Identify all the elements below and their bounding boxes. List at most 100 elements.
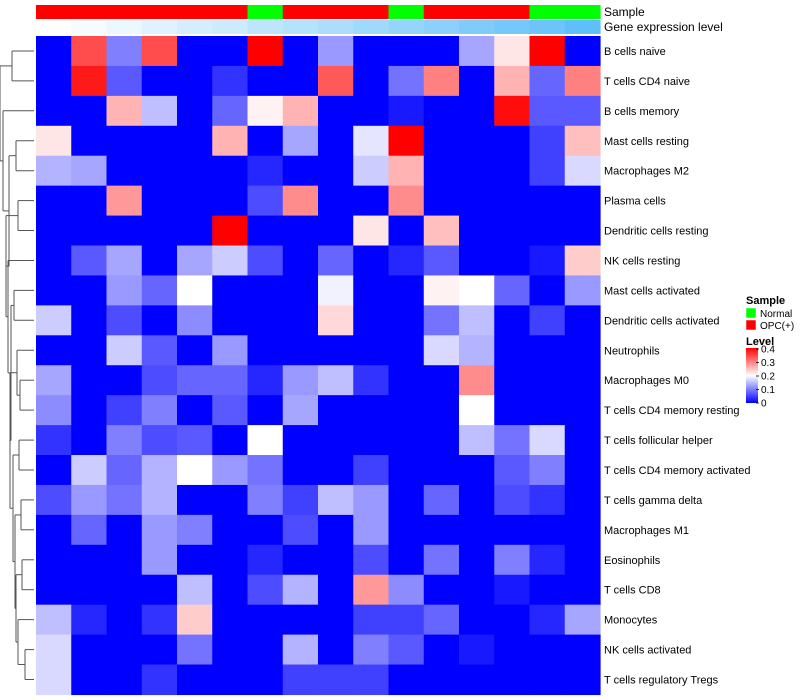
heatmap-cell [212,544,249,576]
heatmap-cell [36,95,72,127]
heatmap-cell [529,484,566,516]
heatmap-cell [177,514,213,546]
legend-swatch [745,307,757,319]
heatmap-cell [141,514,178,546]
legend-tick-label: 0.1 [761,385,775,396]
heatmap-cell [282,544,319,576]
heatmap-cell [106,455,143,486]
heatmap-cell [212,65,249,97]
sample-annotation-cell [564,5,601,19]
heatmap-cell [564,574,601,606]
heatmap-cell [353,95,390,127]
heatmap-cell [353,245,390,277]
heatmap-cell [282,275,319,306]
legend-tick-label: 0.4 [761,345,775,356]
heatmap-cell [353,544,390,576]
heatmap-cell [529,544,566,576]
sample-annotation-cell [106,5,143,19]
heatmap-cell [106,484,143,516]
heatmap-cell [282,425,319,456]
heatmap-cell [564,155,601,187]
heatmap-cell [353,65,390,97]
heatmap-cell [247,484,284,516]
heatmap-cell [459,125,495,157]
gene-annotation-cell [36,20,72,34]
heatmap-cell [494,245,531,277]
heatmap-cell [106,335,143,366]
sample-annotation-cell [36,5,72,19]
heatmap-cell [212,574,249,606]
heatmap-cell [177,664,213,696]
sample-annotation-cell [529,5,566,19]
heatmap-cell [177,455,213,486]
heatmap-cell [494,215,531,247]
row-label: Plasma cells [604,196,666,208]
heatmap-cell [282,245,319,277]
heatmap-cell [529,95,566,127]
heatmap-cell [36,455,72,486]
heatmap-cell [318,305,354,336]
heatmap-cell [494,604,531,636]
heatmap-cells [36,36,601,696]
heatmap-cell [318,36,354,67]
heatmap-cell [529,155,566,187]
row-label: T cells gamma delta [604,495,703,507]
gene-annotation-cell [423,20,460,34]
gene-annotation-cell [177,20,213,34]
legend-sample-title: Sample [746,295,785,307]
heatmap-cell [71,455,108,486]
heatmap-cell [529,574,566,606]
sample-annotation-cell [212,5,249,19]
heatmap-cell [141,185,178,217]
heatmap-cell [353,484,390,516]
row-label: Macrophages M2 [604,166,689,178]
heatmap-cell [141,275,178,306]
heatmap-cell [282,36,319,67]
heatmap-cell [459,574,495,606]
row-label: T cells CD4 memory activated [604,465,751,477]
heatmap-cell [494,634,531,666]
heatmap-cell [318,455,354,486]
heatmap-cell [353,514,390,546]
heatmap-cell [282,65,319,97]
row-label: T cells CD8 [604,585,661,597]
heatmap-cell [459,395,495,426]
heatmap-cell [529,335,566,366]
heatmap-cell [423,455,460,486]
heatmap-cell [177,215,213,247]
heatmap-cell [494,65,531,97]
heatmap-cell [36,574,72,606]
heatmap-cell [247,125,284,157]
gene-annotation-cell [212,20,249,34]
heatmap-cell [353,125,390,157]
heatmap-cell [36,275,72,306]
heatmap-cell [318,155,354,187]
heatmap-cell [564,215,601,247]
heatmap-cell [459,215,495,247]
heatmap-cell [141,125,178,157]
heatmap-cell [247,245,284,277]
heatmap-cell [318,604,354,636]
heatmap-cell [177,245,213,277]
heatmap-cell [423,365,460,396]
row-label: T cells follicular helper [604,435,713,447]
heatmap-cell [36,484,72,516]
heatmap-cell [282,484,319,516]
heatmap-cell [353,155,390,187]
heatmap-cell [459,155,495,187]
heatmap-cell [141,245,178,277]
heatmap-cell [212,664,249,696]
heatmap-cell [247,395,284,426]
heatmap-cell [564,335,601,366]
heatmap-cell [388,604,425,636]
heatmap-cell [529,395,566,426]
heatmap-cell [212,634,249,666]
heatmap-cell [423,425,460,456]
heatmap-cell [388,335,425,366]
heatmap-cell [141,215,178,247]
heatmap-cell [388,544,425,576]
heatmap-cell [529,305,566,336]
heatmap-cell [141,544,178,576]
heatmap-cell [318,514,354,546]
heatmap-cell [212,455,249,486]
